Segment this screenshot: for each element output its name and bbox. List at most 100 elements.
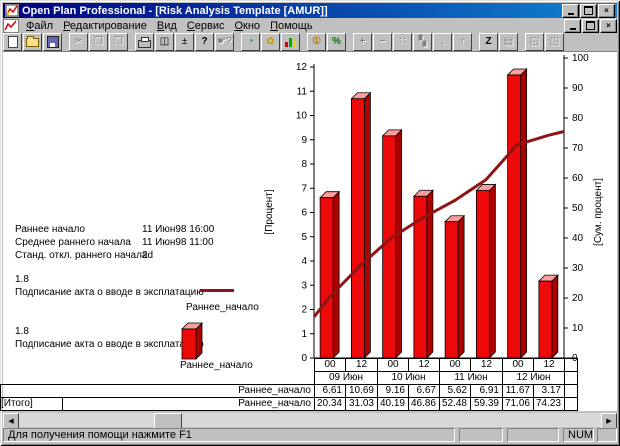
scroll-right-button[interactable]: ▶ xyxy=(601,413,617,429)
time-analysis-button[interactable]: ◔ xyxy=(241,33,260,51)
open-file-button[interactable] xyxy=(23,33,42,51)
resource-analysis-button[interactable]: ✿ xyxy=(261,33,280,51)
remove-button: − xyxy=(373,33,392,51)
right-tick-label: 80 xyxy=(572,113,584,124)
window-title: Open Plan Professional - [Risk Analysis … xyxy=(22,4,328,17)
legend-bar-desc: Подписание акта о вводе в эксплатацию xyxy=(15,339,204,350)
date-label: 12 Июн xyxy=(502,371,565,385)
left-tick-label: 5 xyxy=(301,232,307,243)
insert-button[interactable]: ± xyxy=(175,33,194,51)
cut-button: ✂ xyxy=(69,33,88,51)
left-axis-title: [Процент] xyxy=(264,189,275,234)
hour-label: 00 xyxy=(314,358,346,372)
cost-button[interactable]: ① xyxy=(307,33,326,51)
save-button[interactable] xyxy=(43,33,62,51)
minimize-button[interactable] xyxy=(562,3,579,18)
menu-4[interactable]: Окно xyxy=(234,19,261,32)
table-value: 59.39 xyxy=(470,397,503,411)
context-help-icon: ☛? xyxy=(217,36,232,47)
print-button[interactable] xyxy=(135,33,154,51)
status-num-indicator: NUM xyxy=(563,428,594,442)
table-value: 71.06 xyxy=(502,397,534,411)
bar-front xyxy=(538,280,553,359)
menu-0[interactable]: Файл xyxy=(26,19,54,32)
legend-line-desc: Подписание акта о вводе в эксплатацию xyxy=(15,287,204,298)
close-button[interactable]: × xyxy=(598,3,615,18)
paste-icon: ❒ xyxy=(114,36,123,47)
title-bar: Open Plan Professional - [Risk Analysis … xyxy=(3,3,617,18)
restore-button[interactable] xyxy=(580,3,597,18)
menu-2[interactable]: Вид xyxy=(156,19,177,32)
insert-icon: ± xyxy=(181,36,188,47)
resource-analysis-icon: ✿ xyxy=(266,36,275,47)
bar-side xyxy=(488,183,496,359)
table-value: 46.86 xyxy=(408,397,440,411)
move-down-icon: ↓ xyxy=(440,36,445,47)
right-tick-label: 40 xyxy=(572,233,584,244)
left-tick-label: 9 xyxy=(301,135,307,146)
risk-analysis-button[interactable] xyxy=(281,33,300,51)
stat-label-1: Среднее раннего начала xyxy=(15,237,131,248)
bar-side xyxy=(551,274,559,359)
paste-button: ❒ xyxy=(109,33,128,51)
add-icon: + xyxy=(359,36,366,47)
context-help-button: ☛? xyxy=(215,33,234,51)
left-tick-label: 0 xyxy=(301,353,307,364)
toolbar-group-1: ✂ ❐ ❒ xyxy=(69,33,129,51)
table-value: 5.62 xyxy=(439,384,471,398)
save-icon xyxy=(46,36,59,48)
scroll-left-button[interactable]: ◀ xyxy=(3,413,19,429)
restore-icon xyxy=(584,6,593,15)
cut-icon: ✂ xyxy=(74,36,83,47)
toolbar-group-7: ◱ ◳ xyxy=(525,33,565,51)
hour-label: 00 xyxy=(439,358,471,372)
help-button[interactable]: ? xyxy=(195,33,214,51)
scrollbar-thumb[interactable] xyxy=(154,413,182,429)
doc-minimize-button[interactable] xyxy=(564,18,581,33)
status-help-text: Для получения помощи нажмите F1 xyxy=(3,428,455,442)
left-tick-label: 6 xyxy=(301,208,307,219)
link-button: ∷ xyxy=(393,33,412,51)
bar-side xyxy=(520,68,528,359)
doc-restore-button[interactable] xyxy=(582,18,599,33)
left-tick-label: 2 xyxy=(301,305,307,316)
menu-1[interactable]: Редактирование xyxy=(63,19,147,32)
legend-line-code: 1.8 xyxy=(15,274,29,285)
left-tick-label: 4 xyxy=(301,256,307,267)
print-preview-button[interactable]: ◫ xyxy=(155,33,174,51)
table-value: 3.17 xyxy=(533,384,565,398)
grid-view-icon: ▤ xyxy=(503,36,514,47)
date-trailing-cell xyxy=(564,371,578,385)
hour-label: 12 xyxy=(470,358,503,372)
right-tick-label: 10 xyxy=(572,323,584,334)
stat-label-2: Станд. откл. раннего начала xyxy=(15,250,148,261)
table-value: 40.19 xyxy=(377,397,409,411)
doc-restore-icon xyxy=(586,21,595,30)
horizontal-scrollbar[interactable]: ◀ ▶ xyxy=(3,413,617,429)
menu-3[interactable]: Сервис xyxy=(186,19,225,32)
hour-label: 12 xyxy=(345,358,378,372)
hour-label: 00 xyxy=(377,358,409,372)
bar-front xyxy=(319,197,334,359)
table-value: 11.67 xyxy=(502,384,534,398)
hour-trailing-cell xyxy=(564,358,578,372)
move-up-button: ↑ xyxy=(453,33,472,51)
expand-window-icon: ◱ xyxy=(529,36,540,47)
toolbar-group-6: Z ▤ xyxy=(479,33,519,51)
print-preview-icon: ◫ xyxy=(159,36,170,47)
document-icon[interactable] xyxy=(3,18,19,33)
table-value: 6.91 xyxy=(470,384,503,398)
bar-front xyxy=(350,98,365,359)
left-tick-label: 12 xyxy=(296,62,308,73)
app-icon xyxy=(5,4,19,17)
stat-value-2: 2d xyxy=(142,250,154,261)
left-tick-label: 3 xyxy=(301,280,307,291)
sort-z-button[interactable]: Z xyxy=(479,33,498,51)
bar-front xyxy=(382,135,397,359)
doc-close-button[interactable]: × xyxy=(600,18,617,33)
menu-5[interactable]: Помощь xyxy=(270,19,313,32)
new-document-button[interactable] xyxy=(3,33,22,51)
percent-complete-button[interactable]: % xyxy=(327,33,346,51)
table-value: 6.67 xyxy=(408,384,440,398)
